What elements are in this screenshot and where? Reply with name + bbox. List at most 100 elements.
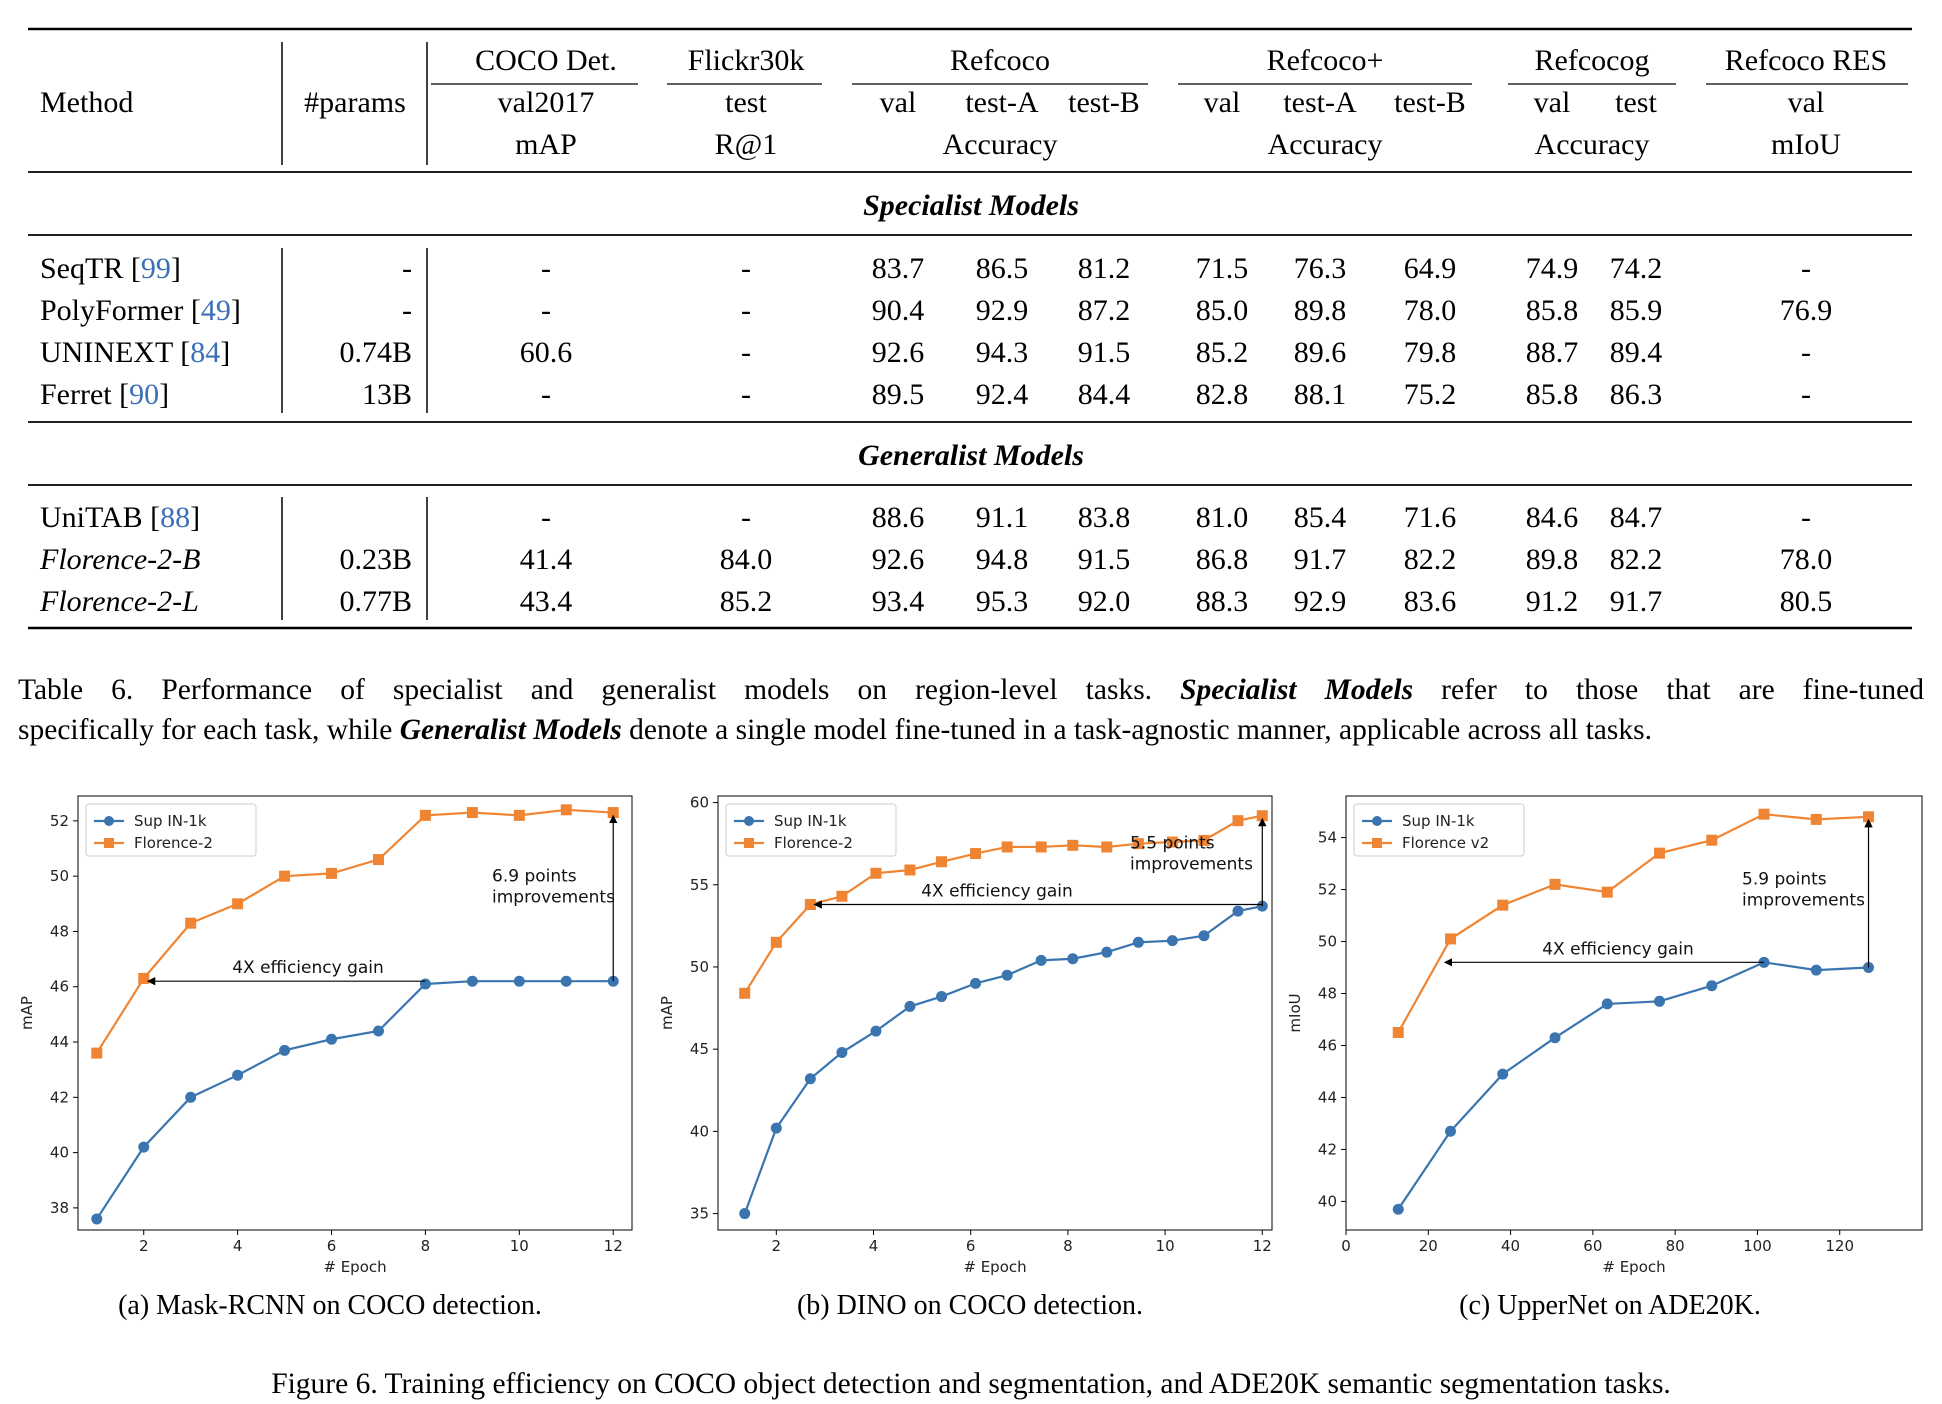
- data-point: [836, 890, 848, 902]
- citation-link[interactable]: 84: [190, 336, 220, 369]
- row-cell: 87.2: [1078, 294, 1131, 327]
- citation-link[interactable]: 49: [201, 294, 231, 327]
- section-title: Generalist Models: [858, 439, 1084, 472]
- data-point: [372, 1025, 384, 1037]
- plot-frame: [717, 795, 1273, 1231]
- row-cell: 91.7: [1610, 585, 1663, 618]
- row-cell: 88.1: [1294, 378, 1347, 411]
- row-cell: 91.5: [1078, 336, 1131, 369]
- y-tick-label: 46: [1318, 1036, 1337, 1054]
- row-cell: -: [741, 378, 751, 411]
- row-cell: -: [1801, 336, 1811, 369]
- x-tick-label: 4: [869, 1237, 879, 1255]
- table-caption-part4: denote a single model fine-tuned in a ta…: [621, 714, 1652, 746]
- row-method: PolyFormer [49]: [40, 294, 241, 327]
- improvement-label: 5.9 points: [1742, 869, 1827, 889]
- row-params: -: [402, 294, 412, 327]
- header-group-4: Refcocog: [1535, 44, 1650, 77]
- y-tick-label: 40: [690, 1122, 709, 1140]
- x-tick-label: 10: [1156, 1237, 1175, 1255]
- citation-link[interactable]: 99: [141, 252, 171, 285]
- series-line: [1397, 813, 1869, 1034]
- data-point: [1232, 905, 1244, 917]
- row-cell: 88.3: [1196, 585, 1249, 618]
- data-point: [1232, 815, 1244, 827]
- x-tick-label: 2: [772, 1237, 782, 1255]
- results-table: Method #params COCO Det. val2017 mAP Flickr30…: [28, 27, 1912, 630]
- row-cell: 92.0: [1078, 585, 1131, 618]
- data-point: [936, 856, 948, 868]
- table-caption-part1: Table 6. Performance of specialist and g…: [18, 674, 1181, 706]
- y-tick-label: 44: [1318, 1088, 1337, 1106]
- header-sub-6: test-A: [1283, 86, 1357, 119]
- row-cell: 82.2: [1404, 543, 1457, 576]
- header-sub-7: test-B: [1394, 86, 1466, 119]
- row-cell: 41.4: [520, 543, 573, 576]
- data-point: [91, 1213, 103, 1225]
- x-tick-label: 2: [139, 1237, 149, 1255]
- row-cell: 88.6: [872, 501, 925, 534]
- row-cell: 85.2: [720, 585, 773, 618]
- row-method-name: UniTAB: [40, 501, 143, 534]
- row-cell: 94.8: [976, 543, 1029, 576]
- data-point: [1001, 841, 1013, 853]
- header-group-0: COCO Det.: [475, 44, 617, 77]
- row-params: 13B: [362, 378, 412, 411]
- data-point: [1706, 834, 1718, 846]
- row-cell: 71.5: [1196, 252, 1249, 285]
- data-point: [739, 1208, 751, 1220]
- row-cell: 94.3: [976, 336, 1029, 369]
- improvement-label: improvements: [492, 888, 615, 908]
- table-caption-bold1: Specialist Models: [1180, 674, 1414, 706]
- plot-frame: [77, 795, 633, 1231]
- y-tick-label: 38: [50, 1199, 69, 1217]
- series-line: [743, 905, 1263, 1214]
- row-method-name: UNINEXT: [40, 336, 173, 369]
- row-cell: 64.9: [1404, 252, 1457, 285]
- citation-link[interactable]: 88: [160, 501, 190, 534]
- data-point: [279, 1044, 291, 1056]
- row-cell: 60.6: [520, 336, 573, 369]
- plot-frame: [1345, 795, 1923, 1231]
- row-cell: 89.6: [1294, 336, 1347, 369]
- legend-entry: Sup IN-1k: [134, 812, 207, 830]
- row-cell: 89.5: [872, 378, 925, 411]
- row-method: Ferret [90]: [40, 378, 169, 411]
- x-tick-label: 6: [966, 1237, 976, 1255]
- data-point: [1256, 810, 1268, 822]
- chart-dino: 2 4 6 8 10 12 35 40 45 50 55 60 # Epoch mAP Sup IN-1k F…: [658, 794, 1273, 1276]
- row-cell: 89.4: [1610, 336, 1663, 369]
- data-point: [326, 867, 338, 879]
- data-point: [185, 917, 197, 929]
- row-cell: 85.9: [1610, 294, 1663, 327]
- data-point: [419, 978, 431, 990]
- data-point: [1392, 1026, 1404, 1038]
- table-row: PolyFormer [49] - - - 90.4 92.9 87.2 85.0 89.8 78…: [40, 294, 1832, 327]
- row-cell: 91.1: [976, 501, 1029, 534]
- row-cell: 74.2: [1610, 252, 1663, 285]
- section-title: Specialist Models: [863, 189, 1079, 222]
- row-cell: 85.8: [1526, 378, 1579, 411]
- row-cell: 90.4: [872, 294, 925, 327]
- row-cell: 92.9: [1294, 585, 1347, 618]
- row-cell: -: [741, 252, 751, 285]
- y-tick-label: 54: [1318, 829, 1337, 847]
- x-tick-label: 20: [1419, 1237, 1438, 1255]
- header-metric-0: mAP: [515, 128, 577, 161]
- row-cell: 76.9: [1780, 294, 1833, 327]
- header-metric-1: R@1: [715, 128, 778, 161]
- y-tick-label: 35: [690, 1205, 709, 1223]
- row-method: Florence-2-B: [39, 543, 200, 576]
- row-cell: 85.0: [1196, 294, 1249, 327]
- citation-link[interactable]: 90: [129, 378, 159, 411]
- row-cell: 78.0: [1404, 294, 1457, 327]
- table-row: Florence-2-L 0.77B 43.4 85.2 93.4 95.3 92.0 88.…: [39, 585, 1832, 618]
- row-cell: 82.8: [1196, 378, 1249, 411]
- data-point: [1035, 841, 1047, 853]
- efficiency-label: 4X efficiency gain: [921, 882, 1073, 902]
- header-metric-4: Accuracy: [1535, 128, 1650, 161]
- row-cell: -: [741, 501, 751, 534]
- row-method: SeqTR [99]: [40, 252, 181, 285]
- table-caption-line2: specifically for each task, while Genera…: [18, 710, 1924, 750]
